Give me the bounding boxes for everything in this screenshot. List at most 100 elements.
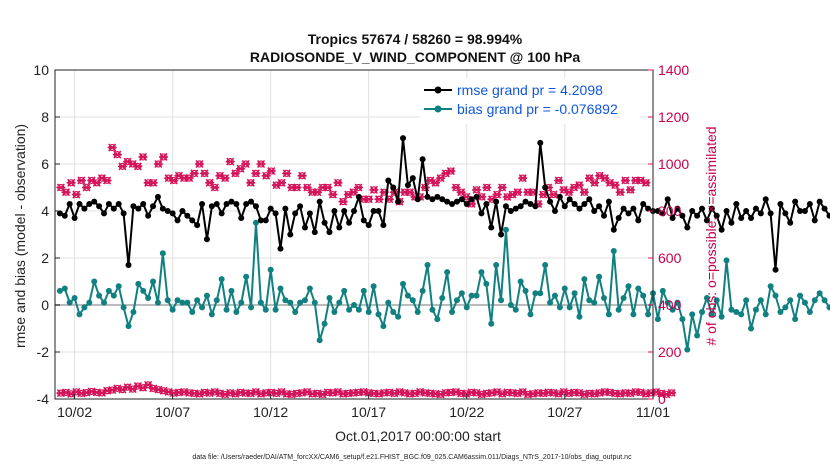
bias-point: [537, 290, 544, 297]
bias-point: [792, 316, 799, 323]
rmse-point: [355, 193, 362, 200]
bias-point: [679, 316, 686, 323]
bias-point: [826, 304, 830, 311]
rmse-point: [213, 200, 220, 207]
obs-upper-assimilated: [538, 190, 548, 199]
rmse-point: [301, 224, 308, 231]
rmse-point: [527, 200, 534, 207]
rmse-point: [488, 224, 495, 231]
bias-point: [527, 311, 534, 318]
bias-point: [444, 269, 451, 276]
legend-bias-marker: [434, 105, 442, 113]
rmse-point: [777, 200, 784, 207]
rmse-point: [233, 200, 240, 207]
bias-point: [640, 292, 647, 299]
obs-upper-assimilated: [472, 185, 482, 194]
bias-point: [228, 287, 235, 294]
bias-point: [801, 299, 808, 306]
rmse-point: [694, 212, 701, 219]
rmse-point: [703, 217, 710, 224]
bias-point: [189, 309, 196, 316]
bias-point: [669, 306, 676, 313]
obs-upper-assimilated: [138, 152, 148, 161]
bias-point: [620, 294, 627, 301]
rmse-point: [414, 196, 421, 203]
rmse-point: [610, 226, 617, 233]
obs-upper-assimilated: [641, 178, 651, 187]
rmse-point: [752, 205, 759, 212]
rmse-point: [287, 231, 294, 238]
obs-upper-assimilated: [590, 178, 600, 187]
rmse-point: [596, 203, 603, 210]
obs-upper-assimilated: [333, 178, 343, 187]
obs-upper-assimilated: [554, 176, 564, 185]
rmse-point: [297, 203, 304, 210]
bias-point: [733, 309, 740, 316]
obs-upper-assimilated: [626, 185, 636, 194]
rmse-point: [218, 210, 225, 217]
bias-point: [213, 297, 220, 304]
y-tick-label-left: 6: [41, 156, 49, 172]
rmse-point: [262, 217, 269, 224]
bias-point: [787, 297, 794, 304]
bias-point: [748, 325, 755, 332]
bias-point: [66, 299, 73, 306]
bias-point: [576, 313, 583, 320]
bias-point: [375, 311, 382, 318]
bias-point: [488, 320, 495, 327]
x-tick-label: 10/07: [155, 404, 190, 420]
rmse-point: [96, 203, 103, 210]
bias-point: [169, 306, 176, 313]
bias-point: [316, 337, 323, 344]
bias-point: [414, 309, 421, 316]
bias-point: [811, 297, 818, 304]
bias-point: [806, 309, 813, 316]
y-tick-label-left: 8: [41, 109, 49, 125]
rmse-point: [395, 198, 402, 205]
rmse-point: [664, 196, 671, 203]
bias-point: [105, 287, 112, 294]
bias-point: [699, 309, 706, 316]
bias-point: [321, 320, 328, 327]
rmse-point: [551, 208, 558, 214]
bias-point: [551, 292, 558, 299]
legend: rmse grand pr = 4.2098 bias grand pr = -…: [420, 78, 640, 124]
bias-point: [581, 276, 588, 283]
bias-point: [674, 299, 681, 306]
rmse-point: [336, 224, 343, 231]
bias-point: [821, 297, 828, 304]
bias-point: [385, 299, 392, 306]
bias-point: [586, 297, 593, 304]
obs-upper-assimilated: [292, 183, 302, 192]
rmse-point: [135, 205, 142, 212]
rmse-point: [654, 208, 661, 214]
bias-point: [287, 299, 294, 306]
rmse-point: [811, 217, 818, 224]
plot-frame: [54, 69, 654, 400]
obs-upper-assimilated: [210, 183, 220, 192]
bias-point: [360, 287, 367, 294]
bias-point: [777, 309, 784, 316]
rmse-point: [292, 210, 299, 217]
bias-point: [203, 292, 210, 299]
bias-point: [115, 283, 122, 290]
y-tick-label-right: 1200: [658, 109, 689, 125]
rmse-point: [164, 208, 171, 214]
rmse-point: [243, 200, 250, 207]
rmse-point: [150, 203, 157, 210]
rmse-point: [801, 208, 808, 214]
bias-point: [331, 309, 338, 316]
bias-point: [135, 280, 142, 287]
rmse-point: [757, 210, 764, 217]
rmse-point: [561, 203, 568, 210]
bias-point: [346, 306, 353, 313]
obs-upper-assimilated: [579, 188, 589, 197]
bias-point: [600, 294, 607, 301]
bias-point: [571, 290, 578, 297]
x-tick-label: 11/01: [636, 404, 670, 420]
rmse-point: [272, 210, 279, 217]
bias-point: [292, 309, 299, 316]
x-tick-label: 10/12: [253, 404, 288, 420]
bias-point: [61, 285, 68, 292]
rmse-point: [267, 205, 274, 212]
